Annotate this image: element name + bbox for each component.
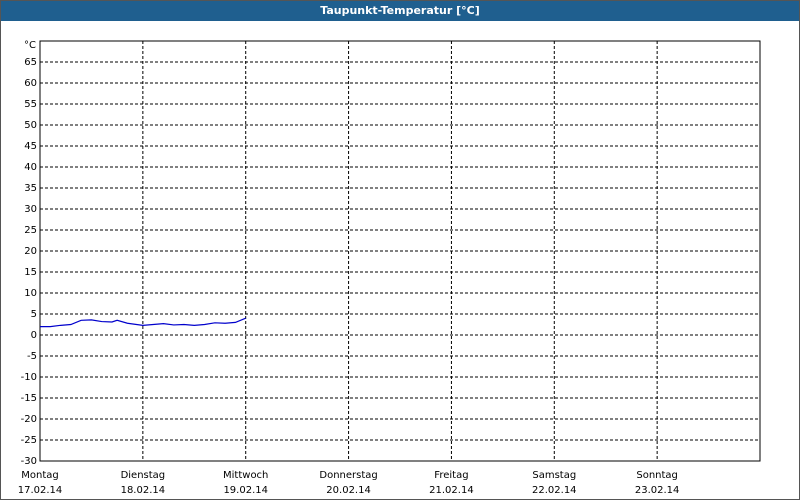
x-tick-date: 22.02.14 bbox=[532, 485, 577, 496]
title-bar bbox=[1, 1, 799, 21]
y-tick-label: 60 bbox=[24, 78, 37, 89]
x-tick-weekday: Freitag bbox=[434, 470, 468, 481]
y-tick-label: 35 bbox=[24, 183, 37, 194]
y-tick-label: -5 bbox=[27, 351, 37, 362]
y-tick-label: 30 bbox=[24, 204, 37, 215]
x-tick-date: 23.02.14 bbox=[635, 485, 680, 496]
y-tick-label: -30 bbox=[21, 456, 37, 467]
y-tick-label: -15 bbox=[21, 393, 37, 404]
x-tick-date: 19.02.14 bbox=[223, 485, 268, 496]
y-tick-label: 55 bbox=[24, 99, 37, 110]
y-tick-label: -10 bbox=[21, 372, 37, 383]
x-tick-date: 17.02.14 bbox=[18, 485, 63, 496]
y-tick-label: 20 bbox=[24, 246, 37, 257]
y-tick-label: 65 bbox=[24, 57, 37, 68]
y-tick-label: 10 bbox=[24, 288, 37, 299]
x-tick-weekday: Dienstag bbox=[121, 470, 166, 481]
x-tick-weekday: Mittwoch bbox=[223, 470, 268, 481]
x-tick-weekday: Montag bbox=[21, 470, 58, 481]
x-tick-date: 20.02.14 bbox=[326, 485, 371, 496]
y-tick-label: 45 bbox=[24, 141, 37, 152]
x-tick-weekday: Donnerstag bbox=[319, 470, 377, 481]
x-tick-weekday: Samstag bbox=[532, 470, 576, 481]
x-tick-weekday: Sonntag bbox=[636, 470, 678, 481]
chart-title: Taupunkt-Temperatur [°C] bbox=[320, 4, 480, 17]
x-tick-date: 21.02.14 bbox=[429, 485, 474, 496]
data-line bbox=[40, 317, 246, 328]
x-tick-date: 18.02.14 bbox=[121, 485, 166, 496]
y-tick-label: 50 bbox=[24, 120, 37, 131]
y-tick-label: 40 bbox=[24, 162, 37, 173]
y-tick-label: 0 bbox=[31, 330, 37, 341]
y-tick-label: 15 bbox=[24, 267, 37, 278]
y-tick-label: 25 bbox=[24, 225, 37, 236]
y-tick-label: 5 bbox=[31, 309, 37, 320]
y-axis-label: °C bbox=[24, 40, 36, 51]
y-tick-label: -20 bbox=[21, 414, 37, 425]
y-tick-label: -25 bbox=[21, 435, 37, 446]
